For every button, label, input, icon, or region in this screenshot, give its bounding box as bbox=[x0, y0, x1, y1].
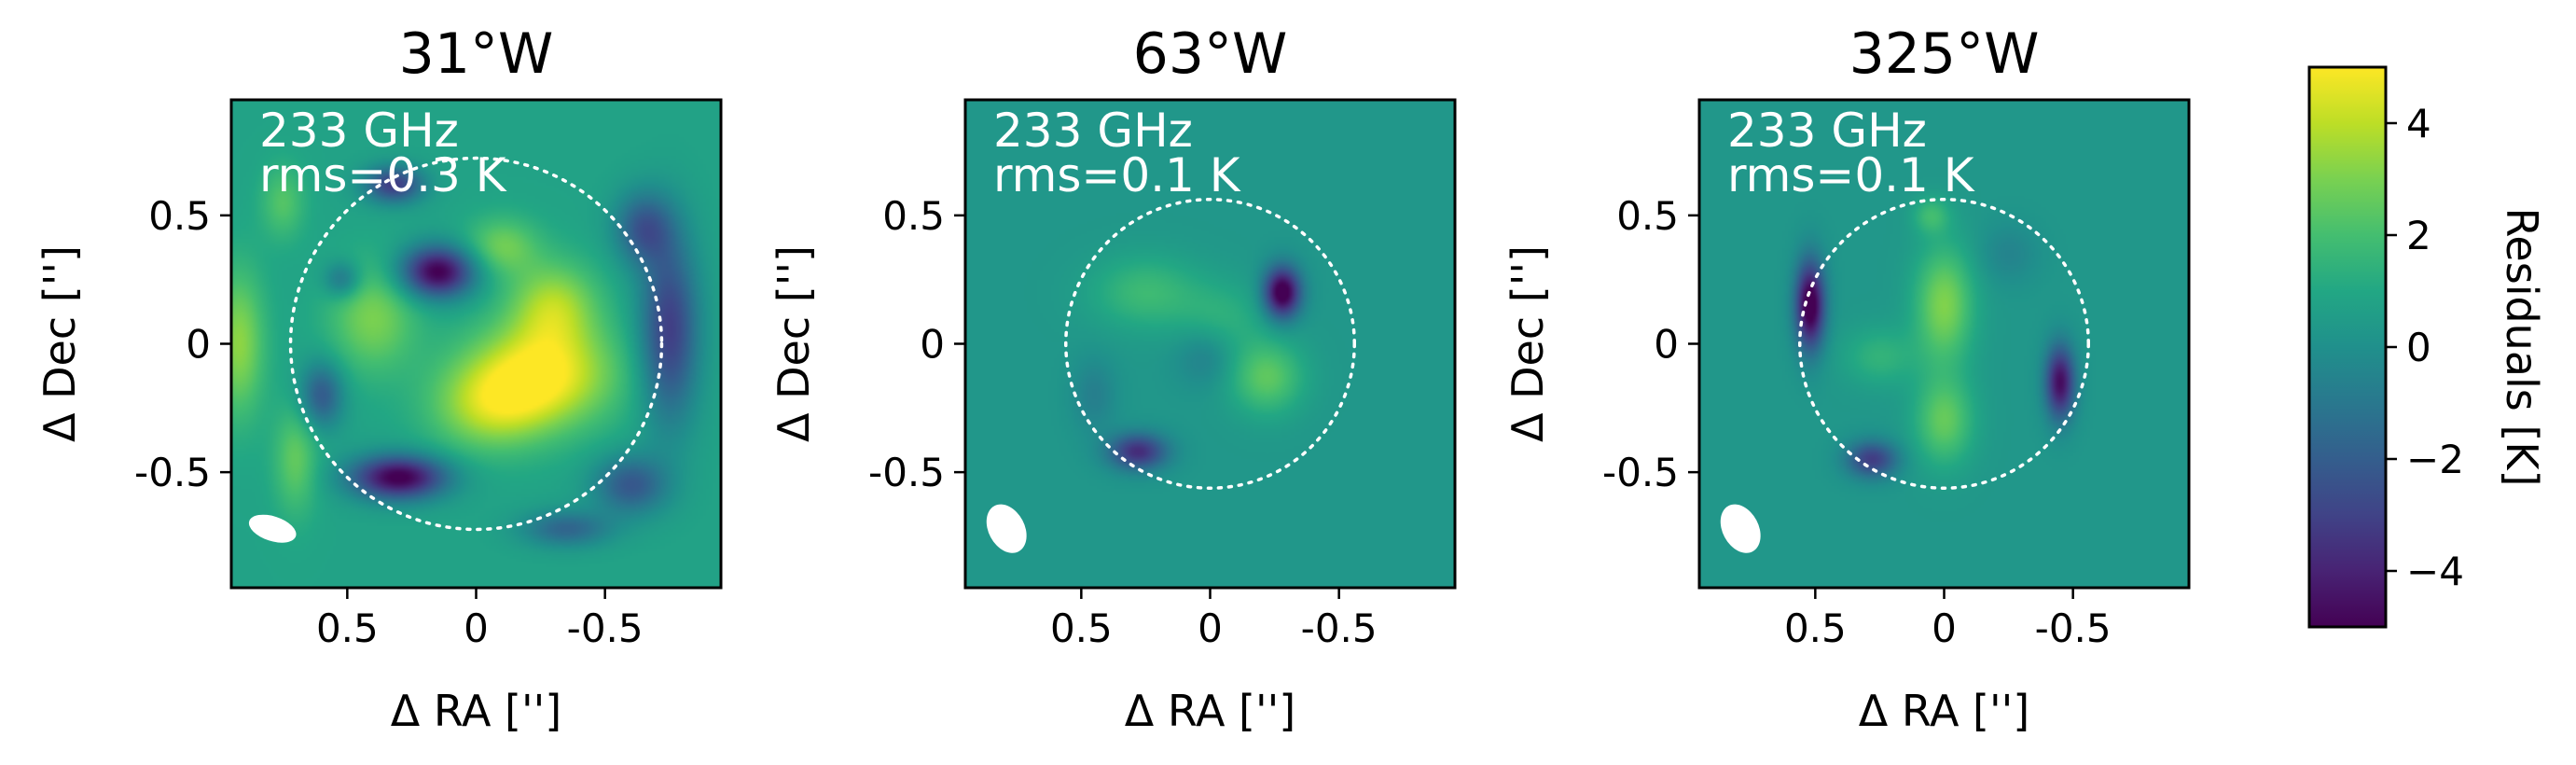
x-tick-label: -0.5 bbox=[2035, 605, 2112, 651]
rms-label: rms=0.3 K bbox=[259, 148, 507, 202]
beam-ellipse bbox=[248, 514, 297, 543]
y-axis-label: Δ Dec [''] bbox=[35, 245, 85, 442]
y-tick-label: 0 bbox=[1654, 322, 1679, 368]
beam-ellipse bbox=[1720, 504, 1761, 553]
x-tick-label: 0.5 bbox=[1784, 605, 1847, 651]
x-tick-label: 0.5 bbox=[316, 605, 379, 651]
y-tick-label: -0.5 bbox=[134, 450, 211, 495]
y-tick-label: -0.5 bbox=[868, 450, 945, 495]
colorbar-tick-label: 0 bbox=[2406, 325, 2431, 370]
colorbar-tick-label: −4 bbox=[2406, 549, 2464, 594]
panel-title: 63°W bbox=[1133, 21, 1288, 87]
panel-title: 325°W bbox=[1849, 21, 2040, 87]
frequency-label: 233 GHz bbox=[259, 104, 459, 158]
x-tick-label: 0.5 bbox=[1050, 605, 1113, 651]
rms-label: rms=0.1 K bbox=[993, 148, 1241, 202]
x-tick-label: -0.5 bbox=[1301, 605, 1378, 651]
residual-map-2 bbox=[965, 100, 1455, 588]
beam-ellipse bbox=[986, 504, 1027, 553]
x-axis-label: Δ RA [''] bbox=[1859, 686, 2029, 736]
frequency-label: 233 GHz bbox=[993, 104, 1193, 158]
rms-label: rms=0.1 K bbox=[1727, 148, 1975, 202]
colorbar-label: Residuals [K] bbox=[2497, 208, 2547, 487]
x-axis-label: Δ RA [''] bbox=[391, 686, 561, 736]
colorbar-tick-label: 2 bbox=[2406, 213, 2431, 258]
x-tick-label: 0 bbox=[1932, 605, 1957, 651]
x-tick-label: 0 bbox=[464, 605, 489, 651]
limb-circle bbox=[1064, 198, 1356, 490]
x-tick-label: 0 bbox=[1198, 605, 1223, 651]
limb-circle bbox=[1798, 198, 2090, 490]
panel-title: 31°W bbox=[399, 21, 554, 87]
y-axis-label: Δ Dec [''] bbox=[1503, 245, 1553, 442]
y-tick-label: 0.5 bbox=[148, 193, 211, 239]
y-tick-label: 0 bbox=[920, 322, 945, 368]
residual-map-1 bbox=[231, 100, 721, 588]
y-tick-label: 0.5 bbox=[1616, 193, 1679, 239]
x-axis-label: Δ RA [''] bbox=[1125, 686, 1295, 736]
x-tick-label: -0.5 bbox=[567, 605, 644, 651]
frequency-label: 233 GHz bbox=[1727, 104, 1927, 158]
colorbar: 4 2 0 −2 −4 Residuals [K] bbox=[2307, 65, 2547, 629]
y-tick-label: -0.5 bbox=[1602, 450, 1679, 495]
colorbar-tick-label: 4 bbox=[2406, 101, 2431, 146]
y-tick-label: 0.5 bbox=[882, 193, 945, 239]
residual-map-3 bbox=[1699, 100, 2189, 588]
y-tick-label: 0 bbox=[186, 322, 211, 368]
colorbar-gradient bbox=[2309, 67, 2386, 627]
limb-circle bbox=[288, 156, 664, 532]
y-axis-label: Δ Dec [''] bbox=[769, 245, 819, 442]
colorbar-tick-label: −2 bbox=[2406, 437, 2464, 482]
